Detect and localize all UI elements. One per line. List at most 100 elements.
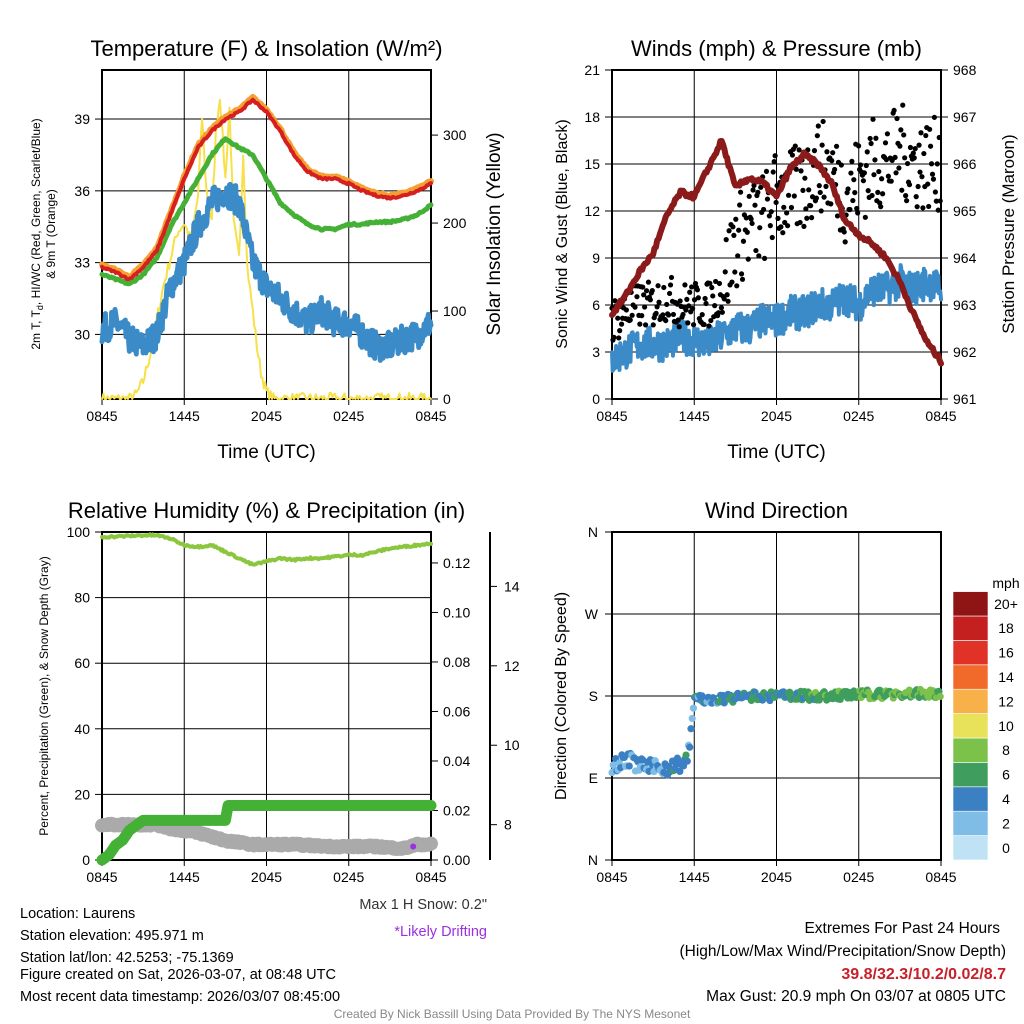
- gust-point: [792, 143, 798, 149]
- gust-point: [685, 320, 691, 326]
- y-tick-label: 40: [74, 721, 90, 737]
- x-tick-label: 0245: [333, 408, 364, 424]
- gust-point: [745, 256, 751, 262]
- gust-point: [847, 206, 853, 213]
- direction-point: [936, 692, 944, 701]
- gust-point: [916, 142, 922, 148]
- gust-point: [785, 192, 792, 198]
- x-tick-label: 0845: [86, 408, 117, 424]
- colorbar-swatch: [952, 810, 989, 836]
- gust-point: [664, 301, 670, 308]
- gust-point: [906, 182, 913, 188]
- gust-point: [699, 312, 705, 318]
- gust-point: [744, 229, 750, 235]
- location-text: Location: Laurens: [20, 906, 136, 922]
- y-tick-label: 0.12: [443, 555, 470, 571]
- x-axis-label: Time (UTC): [727, 442, 826, 463]
- gust-point: [733, 216, 739, 222]
- gust-point: [650, 322, 656, 328]
- y-tick-label: 80: [74, 590, 90, 606]
- gust-point: [746, 193, 752, 199]
- gust-point: [828, 201, 834, 207]
- y-label-sub: d: [35, 305, 45, 310]
- gust-point: [691, 297, 698, 303]
- gust-point: [766, 213, 772, 219]
- gust-point: [758, 184, 764, 190]
- y-tick-label: 100: [443, 303, 467, 319]
- gust-point: [852, 189, 858, 196]
- y3-tick-label: 8: [504, 817, 512, 833]
- y-tick-label: 965: [953, 203, 977, 219]
- gust-point: [683, 307, 689, 313]
- gust-point: [798, 168, 804, 174]
- gust-point: [870, 116, 876, 122]
- gust-point: [845, 186, 851, 192]
- colorbar-label: 16: [998, 645, 1014, 661]
- gust-point: [703, 300, 709, 307]
- gust-point: [829, 158, 835, 164]
- gust-point: [917, 169, 923, 175]
- gust-point: [773, 199, 779, 206]
- gust-point: [752, 202, 758, 208]
- gust-point: [838, 162, 844, 168]
- y-tick-label: 18: [584, 109, 600, 125]
- gust-point: [725, 298, 731, 304]
- gust-point: [842, 239, 848, 245]
- x-tick-label: 0845: [415, 869, 446, 885]
- gust-point: [642, 322, 649, 328]
- latlon-text: Station lat/lon: 42.5253; -75.1369: [20, 950, 234, 966]
- gust-point: [632, 304, 638, 310]
- gust-point: [723, 237, 729, 243]
- y-axis-label: Direction (Colored By Speed): [553, 592, 570, 800]
- gust-point: [653, 310, 659, 316]
- gust-point: [897, 143, 903, 149]
- direction-point: [686, 743, 694, 751]
- gust-point: [888, 178, 894, 184]
- gust-point: [739, 276, 746, 282]
- y-tick-label: 962: [953, 344, 977, 360]
- gust-point: [709, 284, 715, 291]
- x-tick-label: 2045: [251, 869, 282, 885]
- x-tick-label: 0245: [843, 869, 874, 885]
- extremes-title: Extremes For Past 24 Hours: [804, 920, 1000, 937]
- colorbar-label: 14: [998, 669, 1014, 685]
- gust-point: [726, 228, 732, 234]
- gust-point: [668, 274, 675, 281]
- gust-point: [896, 165, 902, 171]
- gust-point: [789, 152, 796, 158]
- gust-point: [722, 269, 728, 275]
- gust-point: [734, 283, 740, 289]
- gust-point: [743, 215, 749, 221]
- gust-point: [925, 181, 931, 187]
- gust-point: [660, 312, 666, 318]
- gust-point: [919, 174, 925, 180]
- gust-point: [784, 210, 790, 216]
- gust-point: [737, 202, 743, 208]
- y-tick-label: 963: [953, 297, 977, 313]
- x-tick-label: 0845: [925, 869, 956, 885]
- created-text: Figure created on Sat, 2026-03-07, at 08…: [20, 967, 336, 983]
- colorbar-label: 18: [998, 620, 1014, 636]
- direction-point: [625, 762, 633, 770]
- gust-point: [804, 215, 810, 221]
- colorbar-title: mph: [992, 575, 1019, 591]
- gust-point: [710, 293, 716, 299]
- relative-humidity-line: [100, 532, 433, 567]
- colorbar-label: 6: [1002, 767, 1010, 783]
- gust-point: [796, 147, 802, 153]
- gust-point: [902, 155, 908, 161]
- gust-point: [612, 298, 618, 304]
- gust-point: [934, 161, 940, 167]
- gust-point: [655, 283, 661, 289]
- gust-point: [736, 227, 742, 233]
- y-axis-label-line2: & 9m T (Orange): [44, 189, 58, 279]
- y3-tick-label: 14: [504, 578, 520, 594]
- y-tick-label: 964: [953, 250, 977, 266]
- gust-point: [707, 280, 713, 286]
- gust-point: [830, 150, 836, 156]
- chart-title: Relative Humidity (%) & Precipitation (i…: [68, 498, 465, 523]
- y-tick-label: 0: [443, 391, 451, 407]
- gust-point: [820, 118, 826, 125]
